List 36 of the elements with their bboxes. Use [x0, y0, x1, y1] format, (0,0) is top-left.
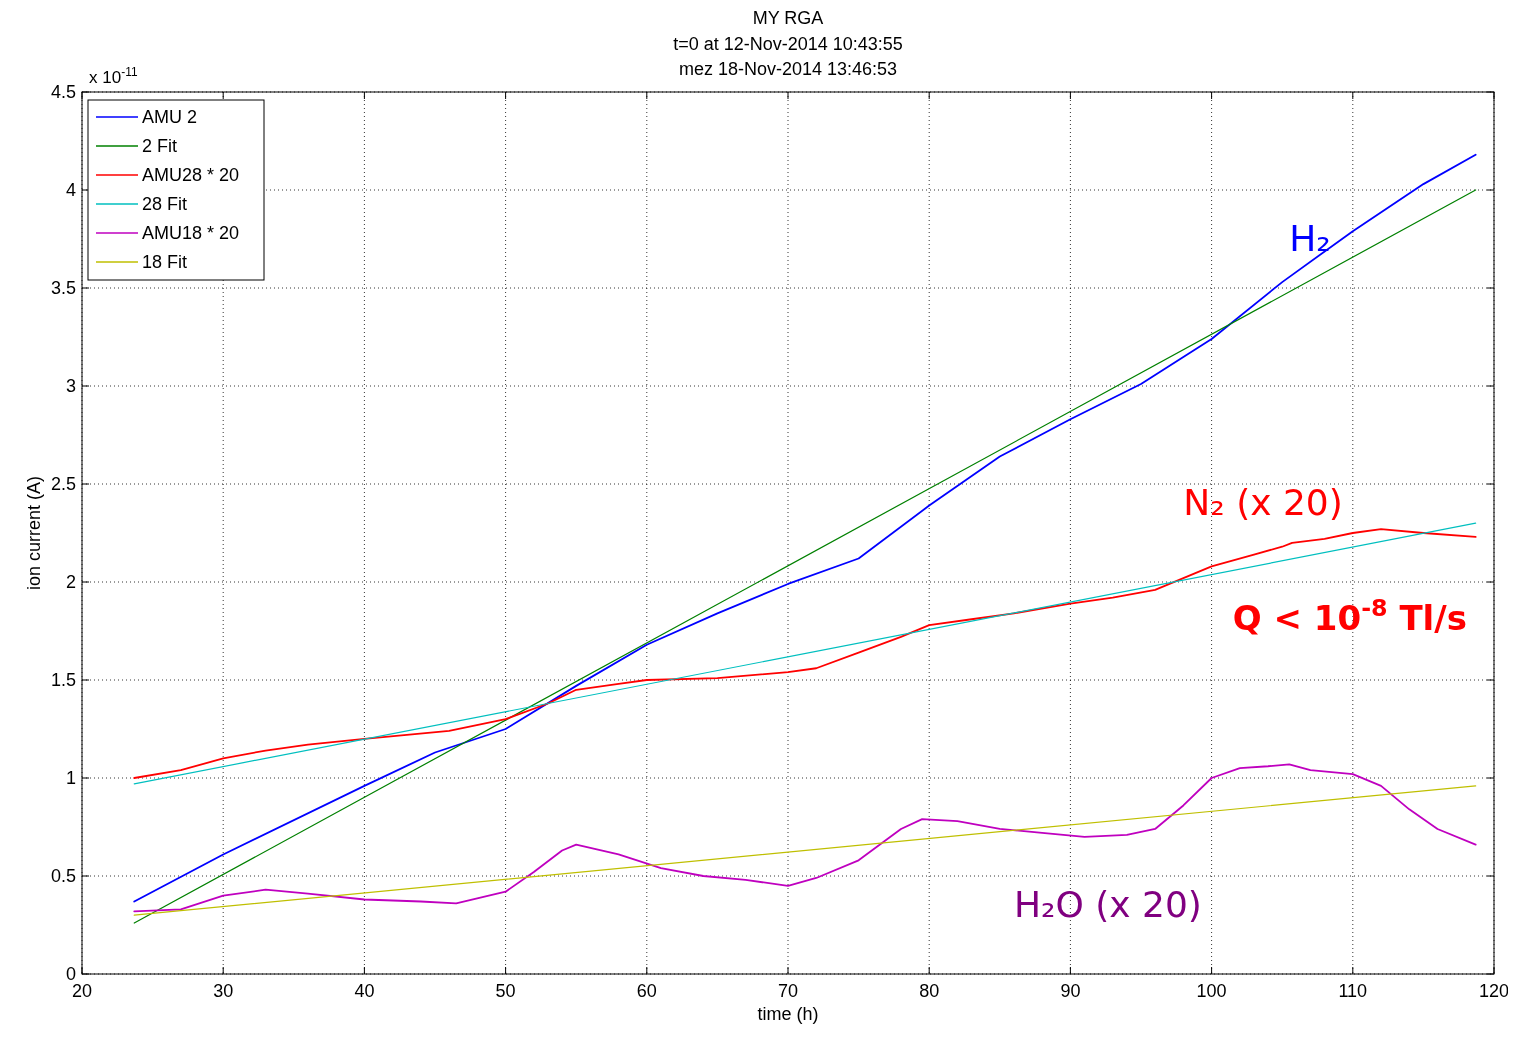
y-tick-label: 0: [65, 964, 76, 984]
x-tick-label: 100: [1196, 981, 1227, 1001]
annotation: H₂: [1289, 217, 1331, 259]
x-tick-label: 80: [919, 981, 940, 1001]
legend-label: AMU28 * 20: [142, 165, 240, 185]
y-tick-label: 3.5: [50, 278, 76, 298]
legend-label: AMU 2: [142, 107, 198, 127]
y-tick-label: 2.5: [50, 474, 76, 494]
legend-label: 28 Fit: [142, 194, 188, 214]
y-tick-label: 4.5: [50, 82, 76, 102]
annotation: Q < 10$^{-8}$ Tl/s: [1232, 594, 1467, 639]
y-tick-label: 1: [65, 768, 76, 788]
chart-subtitle: t=0 at 12-Nov-2014 10:43:55 mez 18-Nov-2014 13:46:53: [673, 34, 903, 79]
x-tick-label: 30: [213, 981, 234, 1001]
chart-title: MY RGA: [752, 8, 824, 28]
annotation: N₂ (x 20): [1183, 482, 1343, 524]
y-tick-label: 3: [65, 376, 76, 396]
x-tick-label: 120: [1478, 981, 1510, 1001]
y-tick-label: 1.5: [50, 670, 76, 690]
annotation: H₂O (x 20): [1013, 883, 1202, 925]
x-tick-label: 60: [636, 981, 657, 1001]
y-axis-title: ion current (A): [24, 475, 44, 591]
x-tick-label: 90: [1060, 981, 1081, 1001]
text: x 10$^{-11}$: [89, 65, 138, 88]
legend-label: 18 Fit: [142, 252, 188, 272]
x-tick-label: 50: [495, 981, 516, 1001]
y-tick-label: 0.5: [50, 866, 76, 886]
legend-label: 2 Fit: [142, 136, 178, 156]
y-tick-label: 4: [65, 180, 76, 200]
x-axis-title: time (h): [757, 1004, 819, 1024]
x-tick-label: 20: [71, 981, 93, 1001]
x-tick-label: 110: [1338, 981, 1368, 1001]
y-tick-label: 2: [65, 572, 76, 592]
x-tick-label: 70: [777, 981, 799, 1001]
x-tick-label: 40: [354, 981, 375, 1001]
legend-label: AMU18 * 20: [142, 223, 240, 243]
